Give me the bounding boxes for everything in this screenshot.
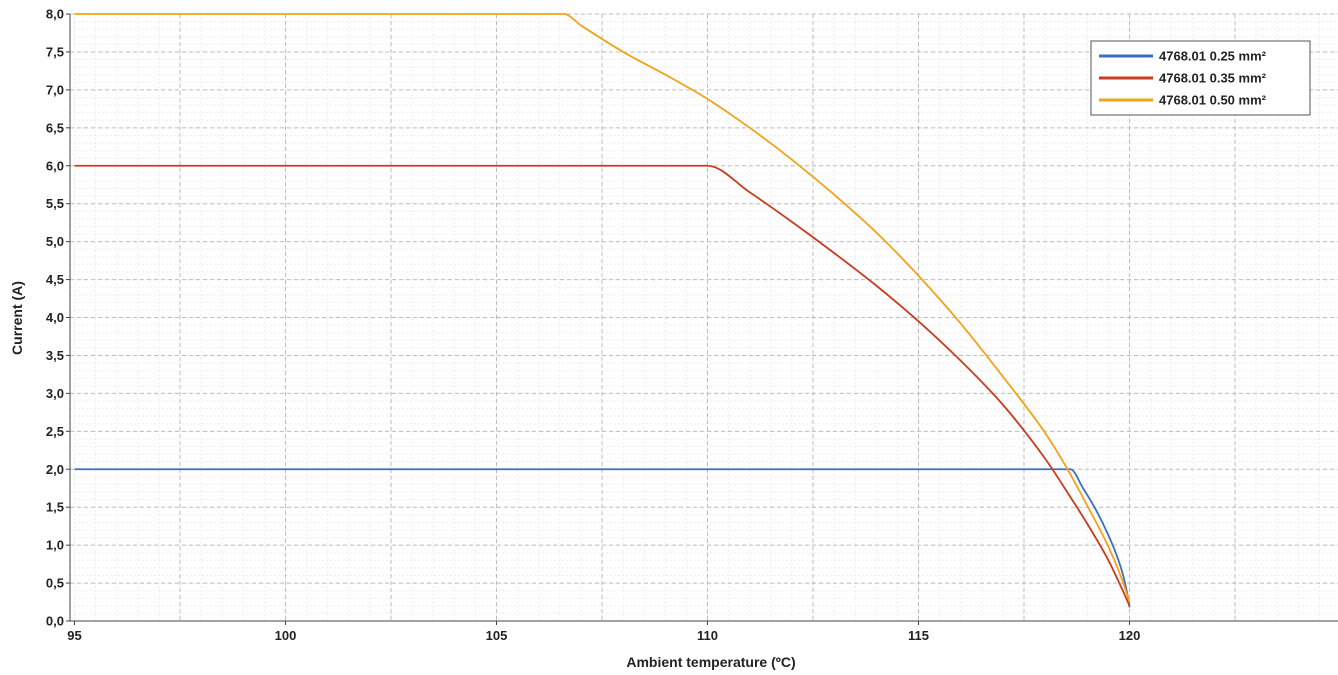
y-tick-label: 7,5 — [46, 44, 64, 59]
x-tick-label: 95 — [67, 628, 81, 643]
y-tick-label: 6,0 — [46, 158, 64, 173]
y-tick-label: 2,5 — [46, 424, 64, 439]
x-tick-label: 110 — [697, 628, 718, 643]
series-line-1 — [74, 164, 1131, 607]
x-axis-title: Ambient temperature (ºC) — [626, 654, 795, 670]
y-tick-label: 0,0 — [46, 614, 64, 629]
y-tick-label: 8,0 — [46, 7, 64, 22]
x-tick-label: 100 — [275, 628, 297, 643]
series-line-0 — [74, 468, 1131, 608]
y-tick-label: 6,5 — [46, 120, 64, 135]
y-axis-ticks: 0,0 0,5 1,0 1,5 2,0 2,5 3,0 3,5 4,0 4,5 5,0 5,5 6,0 6… — [46, 7, 70, 629]
y-tick-label: 1,5 — [46, 500, 64, 515]
y-tick-label: 2,0 — [46, 462, 64, 477]
y-tick-label: 1,0 — [46, 538, 64, 553]
y-tick-label: 7,0 — [46, 82, 64, 97]
y-tick-label: 4,5 — [46, 272, 64, 287]
legend-label: 4768.01 0.35 mm² — [1159, 71, 1267, 86]
y-tick-label: 3,5 — [46, 348, 64, 363]
x-axis-ticks: 95 100 105 110 115 120 — [67, 621, 1140, 643]
y-axis-title: Current (A) — [9, 281, 25, 355]
series-line-2 — [74, 13, 1131, 603]
y-tick-label: 5,5 — [46, 196, 64, 211]
y-tick-label: 5,0 — [46, 234, 64, 249]
legend-label: 4768.01 0.50 mm² — [1159, 93, 1267, 108]
x-tick-label: 120 — [1119, 628, 1141, 643]
legend-label: 4768.01 0.25 mm² — [1159, 49, 1267, 64]
y-tick-label: 4,0 — [46, 310, 64, 325]
minor-grid — [70, 13, 1338, 622]
x-tick-label: 115 — [908, 628, 929, 643]
series-lines — [74, 13, 1131, 608]
legend: 4768.01 0.25 mm² 4768.01 0.35 mm² 4768.01 … — [1090, 40, 1311, 116]
y-tick-label: 0,5 — [46, 576, 64, 591]
x-tick-label: 105 — [486, 628, 508, 643]
y-tick-label: 3,0 — [46, 386, 64, 401]
